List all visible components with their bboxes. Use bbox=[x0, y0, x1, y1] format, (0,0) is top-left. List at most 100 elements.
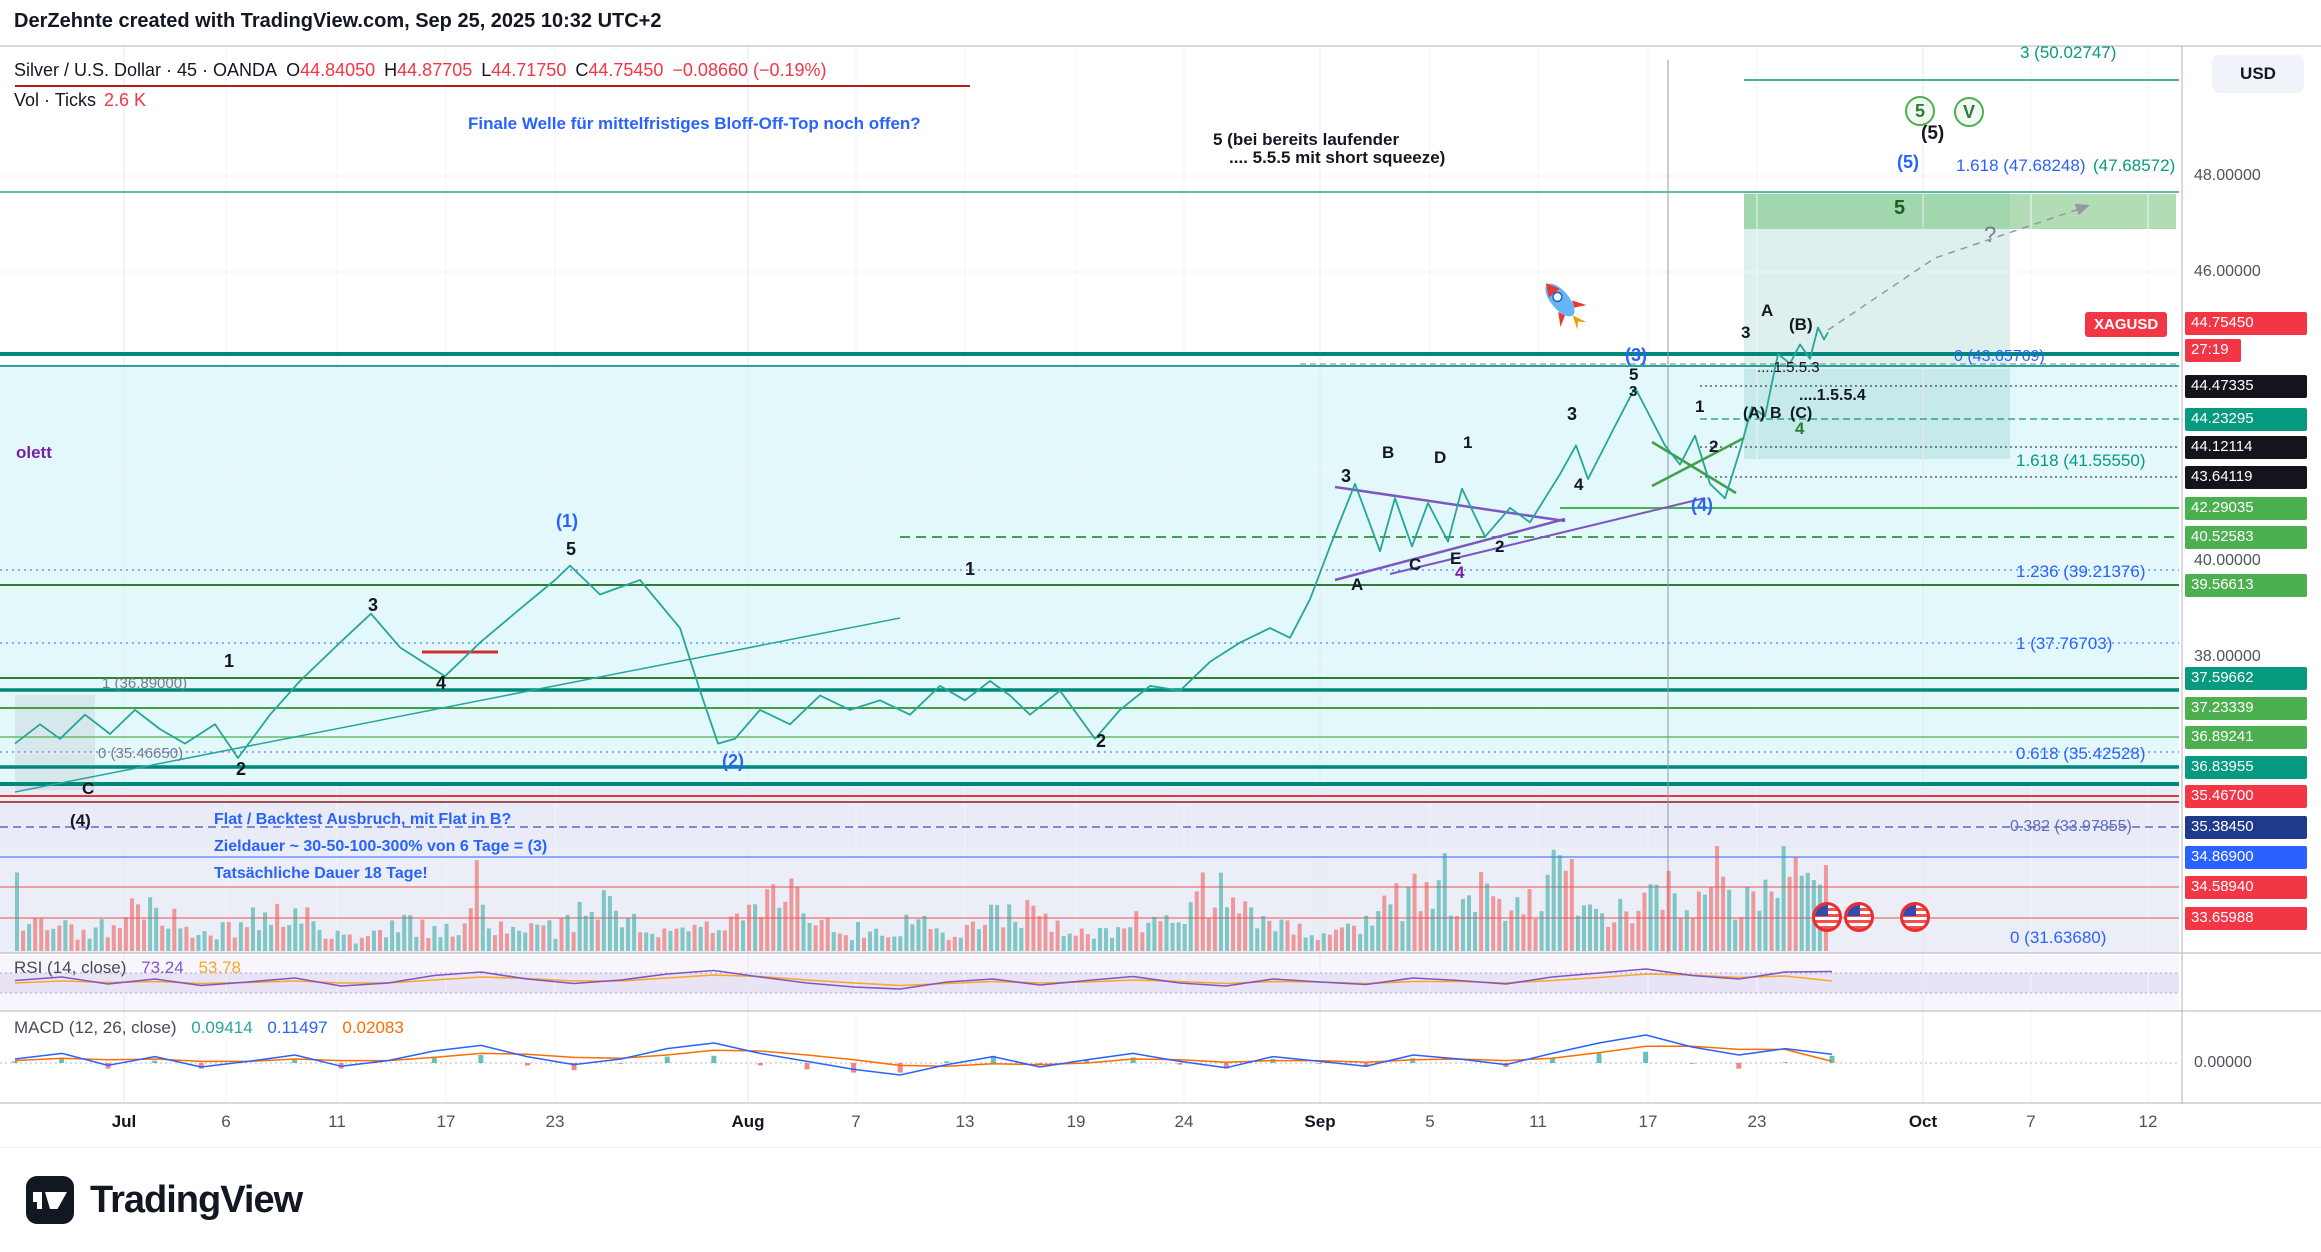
volume-bar bbox=[335, 930, 340, 951]
open-label: O bbox=[286, 60, 301, 80]
volume-bar bbox=[1672, 893, 1677, 951]
volume-bar bbox=[801, 913, 806, 951]
price-scale[interactable]: 48.00000 46.00000 40.00000 38.00000 0.00000 4… bbox=[2182, 0, 2321, 1147]
volume-bar bbox=[33, 917, 38, 951]
volume-bar bbox=[765, 889, 770, 951]
macd-histogram-bar bbox=[431, 1056, 437, 1063]
macd-line-value: 0.11497 bbox=[267, 1018, 328, 1037]
volume-bar bbox=[63, 920, 68, 951]
time-axis-label: 17 bbox=[1638, 1112, 1658, 1131]
volume-bar bbox=[311, 921, 316, 951]
volume-bar bbox=[1569, 858, 1574, 951]
volume-bar bbox=[480, 904, 485, 951]
macd-histogram-bar bbox=[12, 1061, 18, 1063]
supply-zone bbox=[1744, 194, 2176, 229]
high-value: 44.87705 bbox=[397, 60, 473, 80]
tradingview-brand[interactable]: TradingView bbox=[90, 1178, 303, 1221]
volume-bar bbox=[414, 936, 419, 951]
price-badge: 37.59662 bbox=[2185, 667, 2307, 690]
circled-v-sticker: V bbox=[1954, 97, 1984, 127]
volume-bar bbox=[1388, 904, 1393, 951]
rsi-band bbox=[0, 973, 2179, 993]
volume-bar bbox=[837, 933, 842, 951]
volume-bar bbox=[855, 922, 860, 951]
macd-histogram-bar bbox=[664, 1056, 670, 1063]
volume-bar bbox=[595, 919, 600, 951]
volume-bar bbox=[547, 920, 552, 951]
volume-bar bbox=[21, 930, 26, 951]
volume-bar bbox=[190, 937, 195, 951]
volume-bar bbox=[1243, 901, 1248, 951]
macd-histogram-bar bbox=[198, 1063, 204, 1069]
volume-bar bbox=[1061, 936, 1066, 951]
price-badge: 33.65988 bbox=[2185, 907, 2307, 930]
volume-bar bbox=[220, 922, 225, 951]
volume-legend[interactable]: Vol · Ticks 2.6 K bbox=[14, 90, 146, 111]
symbol-legend[interactable]: Silver / U.S. Dollar · 45 · OANDA O44.840… bbox=[14, 60, 827, 81]
macd-legend[interactable]: MACD (12, 26, close) 0.09414 0.11497 0.0… bbox=[14, 1018, 404, 1038]
volume-bar bbox=[964, 924, 969, 951]
volume-bar bbox=[976, 929, 981, 951]
price-axis-label: 0.00000 bbox=[2194, 1054, 2252, 1071]
volume-bar bbox=[1412, 873, 1417, 951]
volume-bar bbox=[1690, 918, 1695, 951]
volume-bar bbox=[1110, 937, 1115, 951]
volume-bar bbox=[529, 923, 534, 951]
price-badge: 35.38450 bbox=[2185, 816, 2307, 839]
volume-bar bbox=[553, 938, 558, 951]
volume-bar bbox=[263, 912, 268, 951]
volume-bar bbox=[1606, 926, 1611, 951]
volume-bar bbox=[559, 918, 564, 951]
volume-bar bbox=[1116, 927, 1121, 951]
symbol-title[interactable]: Silver / U.S. Dollar · 45 · OANDA bbox=[14, 60, 278, 80]
volume-bar bbox=[1739, 917, 1744, 951]
volume-bar bbox=[1654, 884, 1659, 951]
volume-bar bbox=[511, 926, 516, 951]
volume-bar bbox=[499, 921, 503, 951]
tradingview-logo-icon[interactable] bbox=[26, 1176, 74, 1224]
volume-bar bbox=[1727, 889, 1732, 951]
time-scale[interactable]: Jul 6 11 17 23 Aug 7 13 19 24 Sep 5 11 17 23 Oct 7 12 bbox=[0, 1104, 2321, 1147]
macd-histogram-bar bbox=[1177, 1063, 1183, 1065]
price-badge: 44.47335 bbox=[2185, 375, 2307, 398]
volume-bar bbox=[958, 937, 963, 951]
volume-bar bbox=[1273, 931, 1278, 951]
volume-bar bbox=[632, 913, 637, 951]
volume-bar bbox=[1793, 856, 1798, 951]
volume-bar bbox=[111, 925, 116, 951]
macd-histogram-bar bbox=[152, 1060, 158, 1063]
volume-bar bbox=[571, 932, 576, 951]
volume-bar bbox=[1140, 932, 1145, 951]
volume-bar bbox=[747, 904, 752, 951]
volume-bar bbox=[898, 936, 903, 951]
volume-bar bbox=[880, 935, 885, 951]
volume-bar bbox=[1485, 883, 1490, 951]
volume-bar bbox=[208, 935, 213, 951]
volume-bar bbox=[1545, 874, 1550, 951]
volume-bar bbox=[771, 884, 776, 951]
macd-histogram-bar bbox=[292, 1059, 298, 1063]
volume-bar bbox=[148, 897, 153, 951]
volume-bar bbox=[1448, 915, 1453, 951]
volume-bar bbox=[892, 936, 897, 951]
volume-bar bbox=[565, 914, 570, 951]
volume-bar bbox=[402, 914, 407, 951]
indigo-zone bbox=[0, 784, 2179, 850]
green-wedge-line bbox=[1651, 436, 1745, 488]
volume-bar bbox=[450, 936, 455, 951]
volume-bar bbox=[1678, 917, 1683, 951]
currency-toggle-button[interactable]: USD bbox=[2212, 55, 2304, 93]
volume-bar bbox=[807, 923, 812, 951]
volume-bar bbox=[1424, 882, 1429, 951]
volume-bar bbox=[359, 937, 364, 951]
time-axis-label: 7 bbox=[2026, 1112, 2036, 1131]
volume-bar bbox=[922, 915, 927, 951]
volume-bar bbox=[444, 923, 449, 951]
volume-bar bbox=[1473, 912, 1478, 951]
volume-bar bbox=[589, 911, 594, 951]
volume-bar bbox=[692, 924, 697, 951]
volume-bar bbox=[1091, 938, 1096, 951]
rsi-legend[interactable]: RSI (14, close) 73.24 53.78 bbox=[14, 958, 241, 978]
volume-bar bbox=[1382, 895, 1387, 951]
